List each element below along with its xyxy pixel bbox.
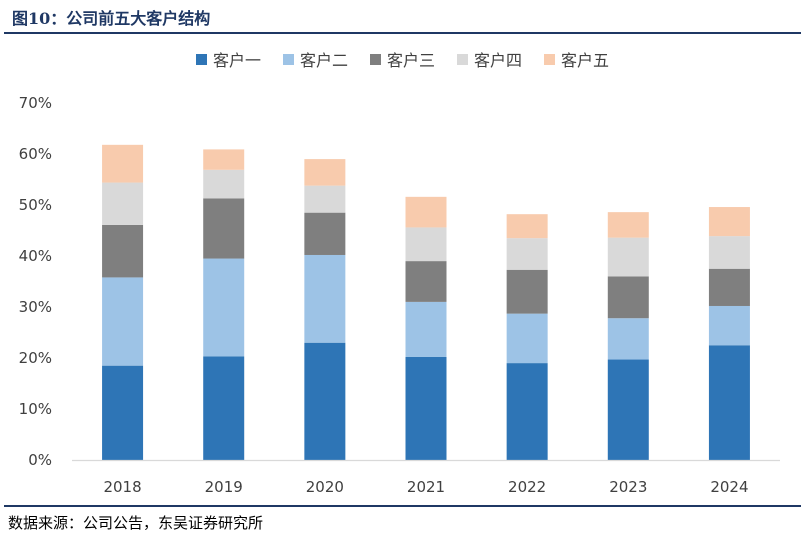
bar-segment-2021-series-3 xyxy=(405,261,447,302)
bar-segment-2019-series-5 xyxy=(203,149,245,170)
bar-segment-2023-series-2 xyxy=(607,318,649,360)
legend-label: 客户五 xyxy=(561,51,610,70)
bar-segment-2020-series-1 xyxy=(304,342,346,460)
bar-segment-2022-series-3 xyxy=(506,269,548,314)
bar-segment-2019-series-4 xyxy=(203,169,245,199)
bar-segment-2021-series-4 xyxy=(405,227,447,262)
y-tick-label: 10% xyxy=(19,400,52,418)
legend-swatch xyxy=(544,53,556,65)
legend-item-1: 客户一 xyxy=(195,47,261,71)
bar-segment-2023-series-1 xyxy=(607,359,649,460)
source-rule xyxy=(4,505,801,507)
bar-segment-2020-series-4 xyxy=(304,185,346,213)
bar-segment-2018-series-1 xyxy=(102,365,144,460)
bar-segment-2018-series-2 xyxy=(102,277,144,366)
figure-title: 图10：公司前五大客户结构 xyxy=(12,9,211,28)
y-tick-label: 20% xyxy=(19,349,52,367)
bar-segment-2024-series-1 xyxy=(708,345,750,460)
legend-item-5: 客户五 xyxy=(544,47,609,71)
bar-segment-2021-series-1 xyxy=(405,356,447,460)
y-tick-label: 40% xyxy=(19,247,52,265)
x-tick-label: 2024 xyxy=(710,478,748,496)
legend-label: 客户一 xyxy=(212,51,261,70)
bar-segment-2021-series-5 xyxy=(405,196,447,228)
legend-swatch xyxy=(369,53,381,65)
legend-item-4: 客户四 xyxy=(457,47,522,71)
bar-segment-2020-series-2 xyxy=(304,254,346,343)
bar-segment-2023-series-4 xyxy=(607,237,649,277)
y-tick-label: 70% xyxy=(19,94,52,112)
bar-segment-2019-series-1 xyxy=(203,356,245,460)
x-tick-label: 2019 xyxy=(205,478,243,496)
bar-segment-2019-series-2 xyxy=(203,258,245,357)
legend-item-3: 客户三 xyxy=(369,47,435,71)
x-tick-label: 2018 xyxy=(103,478,141,496)
legend-label: 客户二 xyxy=(299,51,348,70)
bar-segment-2022-series-2 xyxy=(506,313,548,364)
bar-segment-2023-series-3 xyxy=(607,276,649,319)
x-tick-label: 2023 xyxy=(609,478,647,496)
x-tick-label: 2022 xyxy=(508,478,546,496)
chart-legend: 客户一 客户二 客户三 客户四 客户五 xyxy=(0,47,805,71)
bar-segment-2024-series-3 xyxy=(708,268,750,306)
data-source-note: 数据来源：公司公告，东吴证券研究所 xyxy=(8,514,264,532)
x-tick-label: 2020 xyxy=(306,478,344,496)
bar-segment-2022-series-4 xyxy=(506,238,548,270)
bar-segment-2024-series-5 xyxy=(708,207,750,237)
x-tick-label: 2021 xyxy=(407,478,445,496)
legend-label: 客户三 xyxy=(386,51,435,70)
bar-segment-2023-series-5 xyxy=(607,212,649,238)
bar-segment-2019-series-3 xyxy=(203,198,245,259)
bar-segment-2018-series-4 xyxy=(102,182,144,225)
legend-label: 客户四 xyxy=(474,51,523,70)
y-tick-label: 60% xyxy=(19,145,52,163)
title-rule xyxy=(4,32,801,34)
bar-segment-2020-series-5 xyxy=(304,159,346,186)
y-tick-label: 0% xyxy=(28,451,52,469)
y-tick-label: 50% xyxy=(19,196,52,214)
bar-segment-2021-series-2 xyxy=(405,301,447,357)
bar-segment-2024-series-4 xyxy=(708,236,750,269)
bar-segment-2018-series-3 xyxy=(102,224,144,278)
legend-swatch xyxy=(282,53,294,65)
legend-swatch xyxy=(457,53,468,65)
bar-segment-2024-series-2 xyxy=(708,305,750,346)
bar-segment-2022-series-1 xyxy=(506,363,548,460)
bar-segment-2020-series-3 xyxy=(304,212,346,255)
legend-item-2: 客户二 xyxy=(282,47,348,71)
legend-swatch xyxy=(195,53,207,65)
bar-segment-2022-series-5 xyxy=(506,214,548,239)
y-tick-label: 30% xyxy=(19,298,52,316)
bar-segment-2018-series-5 xyxy=(102,144,144,183)
